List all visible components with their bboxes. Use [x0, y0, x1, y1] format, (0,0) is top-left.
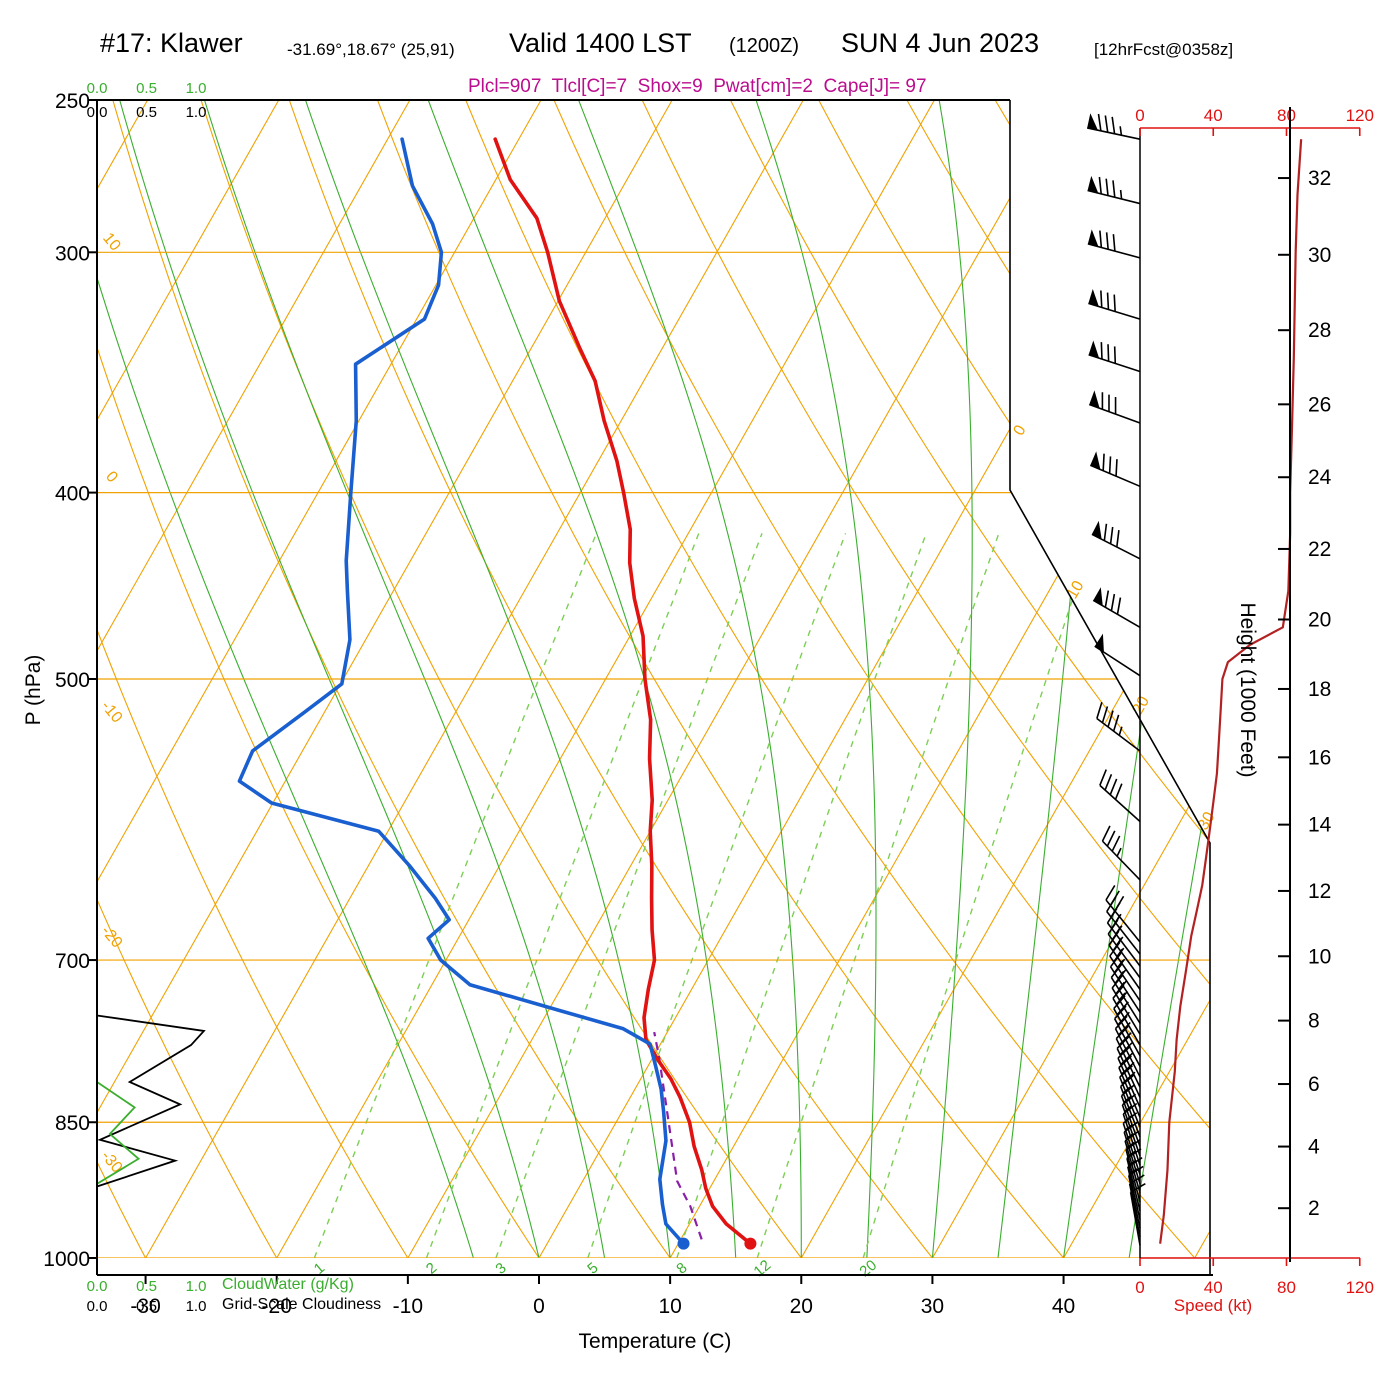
svg-text:40: 40 [1204, 1278, 1223, 1297]
svg-text:0.5: 0.5 [136, 80, 157, 97]
svg-text:8: 8 [1308, 1010, 1320, 1033]
svg-text:0.0: 0.0 [87, 1278, 108, 1295]
parcel-curve [653, 1031, 703, 1240]
svg-text:32: 32 [1308, 167, 1331, 190]
plot-borders [96, 99, 1213, 1276]
wind-barbs [1087, 113, 1146, 1246]
sounding-indices: Plcl=907 Tlcl[C]=7 Shox=9 Pwat[cm]=2 Cap… [468, 76, 927, 97]
svg-text:-20: -20 [262, 1295, 292, 1318]
svg-text:1.0: 1.0 [186, 1298, 207, 1315]
sounding-profiles [237, 137, 757, 1250]
svg-text:500: 500 [55, 669, 90, 692]
svg-text:20: 20 [790, 1295, 813, 1318]
cloudwater-label: CloudWater (g/Kg) [222, 1276, 354, 1293]
speed-axis: 0 0 40 40 80 80 120 120 [1135, 106, 1374, 1297]
surface-temp-dot [744, 1237, 757, 1250]
svg-text:16: 16 [1308, 746, 1331, 769]
speed-axis-title: Speed (kt) [1173, 1296, 1253, 1315]
cloudiness-label: Grid-Scale Cloudiness [222, 1296, 382, 1313]
svg-text:30: 30 [1308, 244, 1331, 267]
svg-text:-30: -30 [130, 1295, 160, 1318]
svg-text:0.5: 0.5 [136, 1278, 157, 1295]
svg-text:10: 10 [658, 1295, 681, 1318]
svg-text:4: 4 [1308, 1136, 1320, 1159]
svg-text:1.0: 1.0 [186, 80, 207, 97]
svg-text:0: 0 [102, 468, 121, 486]
svg-text:26: 26 [1308, 393, 1331, 416]
svg-text:20: 20 [1308, 609, 1331, 632]
temperature-axis-title: Temperature (C) [578, 1330, 732, 1353]
svg-text:22: 22 [1308, 538, 1331, 561]
temperature-axis: -30 -20 -10 0 10 20 30 40 [130, 1275, 1075, 1318]
wind-speed-curve [1159, 139, 1303, 1244]
height-axis-title: Height (1000 Feet) [1236, 602, 1259, 778]
header-station: #17: Klawer [100, 28, 243, 58]
svg-text:10: 10 [99, 230, 124, 255]
cloud-scale: 0.0 0.0 0.0 0.0 0.5 0.5 0.5 0.5 1.0 1.0 1.0 1.0 [87, 80, 207, 1315]
svg-text:12: 12 [1308, 880, 1331, 903]
svg-text:-10: -10 [393, 1295, 423, 1318]
svg-text:700: 700 [55, 950, 90, 973]
surface-dewpoint-dot [677, 1237, 690, 1250]
svg-text:20: 20 [856, 1257, 880, 1281]
svg-text:80: 80 [1277, 1278, 1296, 1297]
svg-text:1.0: 1.0 [186, 1278, 207, 1295]
svg-text:120: 120 [1346, 106, 1374, 125]
header-coordinates: -31.69°,18.67° (25,91) [287, 40, 455, 59]
header-valid-zulu: (1200Z) [729, 35, 800, 57]
svg-text:300: 300 [55, 242, 90, 265]
dewpoint-curve [237, 137, 686, 1246]
svg-text:80: 80 [1277, 106, 1296, 125]
svg-text:120: 120 [1346, 1278, 1374, 1297]
pressure-axis: 250 300 400 500 700 850 1000 [43, 90, 97, 1271]
svg-text:0.0: 0.0 [87, 104, 108, 121]
svg-text:40: 40 [1204, 106, 1223, 125]
header-forecast-tag: [12hrFcst@0358z] [1094, 40, 1234, 59]
svg-text:18: 18 [1308, 678, 1331, 701]
svg-text:0: 0 [1135, 106, 1144, 125]
svg-text:6: 6 [1308, 1073, 1320, 1096]
svg-text:28: 28 [1308, 319, 1331, 342]
svg-text:0: 0 [533, 1295, 545, 1318]
pressure-axis-title: P (hPa) [22, 654, 45, 726]
svg-text:0.0: 0.0 [87, 1298, 108, 1315]
svg-text:2: 2 [1308, 1197, 1320, 1220]
svg-text:850: 850 [55, 1112, 90, 1135]
svg-text:400: 400 [55, 483, 90, 506]
svg-text:24: 24 [1308, 466, 1332, 489]
svg-text:0.5: 0.5 [136, 104, 157, 121]
svg-text:0: 0 [1135, 1278, 1144, 1297]
svg-text:1.0: 1.0 [186, 104, 207, 121]
svg-text:40: 40 [1052, 1295, 1075, 1318]
svg-text:0.5: 0.5 [136, 1298, 157, 1315]
temperature-curve [493, 137, 753, 1246]
svg-text:250: 250 [55, 90, 90, 113]
svg-text:-10: -10 [98, 698, 126, 727]
svg-text:0.0: 0.0 [87, 80, 108, 97]
skewt-grid [97, 100, 1210, 1258]
svg-text:-20: -20 [98, 923, 126, 952]
svg-text:10: 10 [1308, 945, 1331, 968]
svg-text:30: 30 [921, 1295, 944, 1318]
header-valid-time: Valid 1400 LST [509, 28, 692, 58]
svg-text:1000: 1000 [43, 1248, 90, 1271]
svg-text:14: 14 [1308, 814, 1332, 837]
svg-text:12: 12 [750, 1257, 774, 1281]
svg-text:0: 0 [1011, 422, 1030, 438]
header-valid-date: SUN 4 Jun 2023 [841, 28, 1040, 58]
